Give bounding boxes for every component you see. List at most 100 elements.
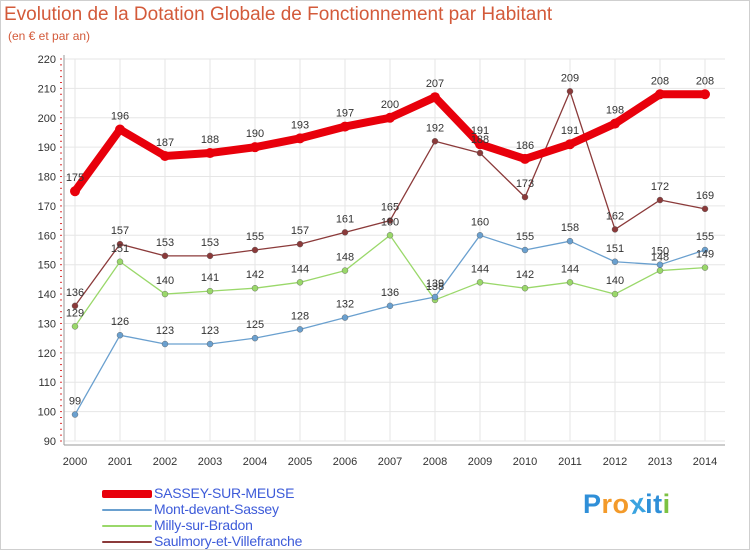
data-label: 157 bbox=[111, 225, 129, 237]
data-label: 142 bbox=[516, 269, 534, 281]
data-point bbox=[341, 229, 349, 236]
x-tick-label: 2010 bbox=[513, 456, 537, 468]
data-label: 150 bbox=[651, 246, 669, 258]
data-label: 144 bbox=[291, 263, 309, 275]
data-point bbox=[296, 326, 304, 333]
data-label: 191 bbox=[561, 125, 579, 137]
data-point bbox=[611, 258, 619, 265]
data-point bbox=[701, 205, 709, 213]
data-label: 155 bbox=[516, 231, 534, 243]
data-point bbox=[205, 148, 215, 159]
data-label: 148 bbox=[336, 252, 354, 264]
data-label: 197 bbox=[336, 108, 354, 120]
data-point bbox=[250, 142, 260, 153]
data-label: 149 bbox=[696, 249, 714, 261]
data-label: 151 bbox=[606, 243, 624, 255]
data-label: 173 bbox=[516, 178, 534, 190]
chart-title: Evolution de la Dotation Globale de Fonc… bbox=[4, 4, 553, 25]
data-label: 128 bbox=[291, 310, 309, 322]
y-tick-label: 90 bbox=[44, 436, 56, 448]
data-label: 132 bbox=[336, 299, 354, 311]
y-tick-label: 150 bbox=[38, 260, 56, 272]
x-tick-label: 2004 bbox=[243, 456, 267, 468]
data-point bbox=[566, 88, 574, 95]
data-label: 136 bbox=[66, 287, 84, 299]
data-point bbox=[251, 334, 259, 342]
y-tick-label: 140 bbox=[38, 289, 56, 301]
data-label: 153 bbox=[201, 237, 219, 249]
data-point bbox=[656, 267, 664, 274]
data-point bbox=[296, 240, 304, 248]
data-label: 140 bbox=[156, 275, 174, 287]
x-tick-label: 2000 bbox=[63, 456, 87, 468]
data-label: 193 bbox=[291, 119, 309, 131]
data-label: 144 bbox=[471, 263, 489, 275]
data-label: 200 bbox=[381, 99, 399, 111]
data-label: 209 bbox=[561, 72, 579, 84]
data-point bbox=[251, 285, 259, 292]
data-label: 126 bbox=[111, 316, 129, 328]
y-tick-label: 200 bbox=[38, 113, 56, 125]
data-point bbox=[115, 124, 125, 135]
data-point bbox=[161, 252, 169, 260]
data-label: 169 bbox=[696, 190, 714, 202]
data-label: 191 bbox=[471, 125, 489, 137]
proxiti-logo: Proxiti bbox=[583, 487, 671, 521]
data-point bbox=[386, 217, 394, 224]
data-point bbox=[160, 150, 170, 161]
data-label: 155 bbox=[246, 231, 264, 243]
data-label: 158 bbox=[561, 222, 579, 234]
data-point bbox=[475, 139, 485, 150]
data-label: 208 bbox=[696, 75, 714, 87]
data-label: 172 bbox=[651, 181, 669, 193]
x-tick-label: 2007 bbox=[378, 456, 402, 468]
data-point bbox=[655, 89, 665, 100]
data-label: 144 bbox=[561, 263, 579, 275]
data-point bbox=[656, 196, 664, 204]
data-point bbox=[476, 232, 484, 239]
data-label: 129 bbox=[66, 307, 84, 319]
data-label: 161 bbox=[336, 213, 354, 225]
data-label: 196 bbox=[111, 111, 129, 123]
data-point bbox=[71, 302, 79, 310]
data-label: 207 bbox=[426, 78, 444, 90]
data-point bbox=[386, 302, 394, 310]
data-point bbox=[206, 252, 214, 260]
data-point bbox=[116, 258, 124, 265]
y-tick-label: 160 bbox=[38, 230, 56, 242]
legend-swatch bbox=[102, 541, 152, 543]
data-label: 160 bbox=[381, 216, 399, 228]
data-point bbox=[431, 138, 439, 145]
data-point bbox=[611, 226, 619, 233]
data-point bbox=[521, 193, 529, 201]
data-label: 188 bbox=[471, 134, 489, 146]
data-label: 148 bbox=[651, 252, 669, 264]
data-label: 139 bbox=[426, 278, 444, 290]
data-point bbox=[161, 290, 169, 298]
y-tick-label: 210 bbox=[38, 83, 56, 95]
data-point bbox=[521, 246, 529, 254]
chart-subtitle: (en € et par an) bbox=[8, 29, 91, 43]
data-point bbox=[71, 323, 79, 330]
data-point bbox=[566, 237, 574, 245]
data-point bbox=[340, 121, 350, 132]
data-label: 140 bbox=[606, 275, 624, 287]
data-point bbox=[701, 264, 709, 271]
x-tick-label: 2013 bbox=[648, 456, 672, 468]
data-label: 162 bbox=[606, 210, 624, 222]
data-label: 175 bbox=[66, 172, 84, 184]
data-point bbox=[251, 246, 259, 254]
y-tick-label: 130 bbox=[38, 318, 56, 330]
data-point bbox=[521, 285, 529, 292]
data-point bbox=[476, 279, 484, 286]
data-label: 186 bbox=[516, 140, 534, 152]
data-label: 151 bbox=[111, 243, 129, 255]
data-point bbox=[385, 112, 395, 123]
data-point bbox=[70, 186, 80, 197]
data-label: 153 bbox=[156, 237, 174, 249]
y-tick-label: 220 bbox=[38, 54, 56, 66]
x-tick-label: 2014 bbox=[693, 456, 717, 468]
data-point bbox=[71, 411, 79, 418]
